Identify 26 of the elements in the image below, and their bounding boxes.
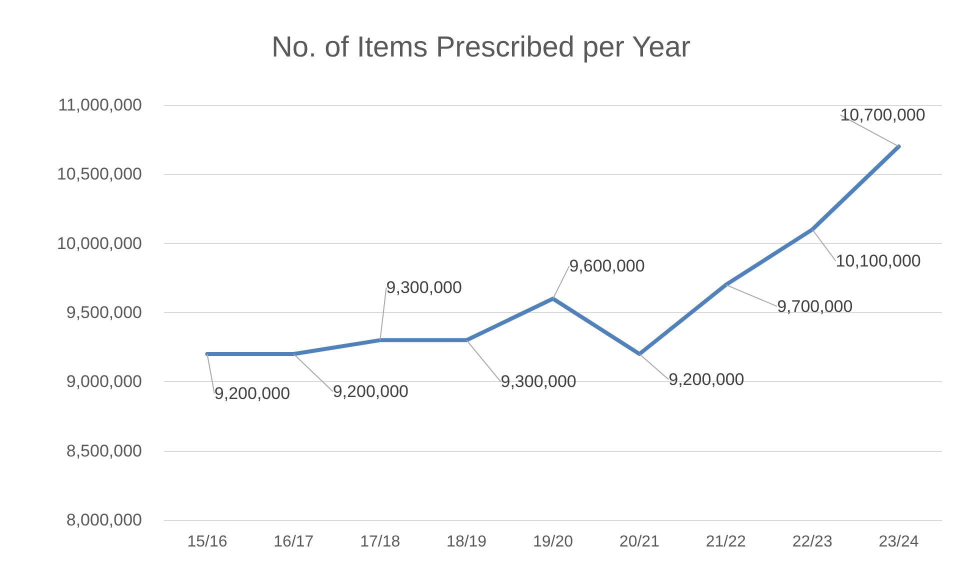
y-tick-label: 9,500,000 [66, 303, 142, 322]
y-tick-label: 10,500,000 [56, 164, 142, 184]
y-tick-label: 8,000,000 [66, 510, 142, 530]
data-label: 9,700,000 [777, 296, 853, 316]
x-tick-label: 16/17 [274, 534, 314, 550]
data-label: 9,200,000 [668, 370, 744, 389]
chart-title: No. of Items Prescribed per Year [271, 32, 691, 64]
x-tick-label: 22/23 [792, 534, 832, 550]
x-tick-label: 19/20 [532, 534, 574, 550]
data-label: 9,200,000 [214, 384, 290, 403]
x-tick-label: 20/21 [619, 534, 660, 550]
x-tick-label: 18/19 [446, 534, 487, 550]
x-tick-label: 21/22 [706, 534, 746, 550]
x-tick-label: 15/16 [187, 534, 228, 550]
y-tick-label: 9,000,000 [66, 372, 142, 392]
data-label: 10,100,000 [836, 252, 921, 270]
y-tick-label: 8,500,000 [66, 441, 142, 460]
x-tick-label: 17/18 [360, 534, 400, 550]
data-label: 9,300,000 [500, 372, 576, 392]
x-tick-label: 23/24 [878, 534, 919, 550]
data-label: 9,200,000 [332, 382, 408, 401]
data-label: 9,600,000 [569, 256, 645, 276]
y-tick-label: 10,000,000 [56, 234, 142, 253]
data-label: 10,700,000 [840, 106, 926, 124]
data-label: 9,300,000 [386, 278, 462, 298]
y-tick-label: 11,000,000 [58, 96, 142, 114]
